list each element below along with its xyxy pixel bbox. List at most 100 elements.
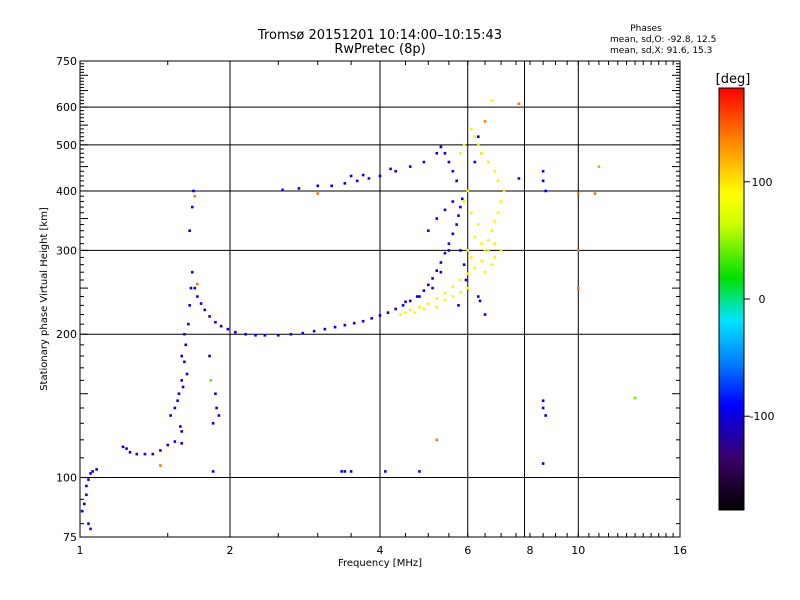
- data-point: [386, 311, 390, 314]
- data-point: [418, 295, 421, 298]
- colorbar-ticks: 100 0 -100: [744, 176, 774, 423]
- data-point: [451, 232, 455, 236]
- data-point: [215, 406, 218, 410]
- data-point: [211, 470, 215, 473]
- data-point: [234, 330, 237, 334]
- data-point: [487, 160, 490, 164]
- data-point: [459, 290, 462, 294]
- data-point: [459, 249, 462, 252]
- data-point: [343, 470, 347, 473]
- data-point: [394, 169, 397, 173]
- data-point: [435, 217, 439, 220]
- data-point: [185, 372, 189, 376]
- x-tick-label: 8: [527, 544, 534, 557]
- y-tick-label: 750: [56, 55, 77, 68]
- x-axis-label: Frequency [MHz]: [338, 558, 422, 569]
- data-point: [443, 251, 447, 255]
- data-point: [422, 160, 426, 164]
- data-point: [633, 396, 637, 400]
- data-point: [340, 470, 343, 473]
- data-point: [316, 184, 320, 188]
- data-points: [80, 99, 637, 531]
- data-point: [169, 414, 172, 417]
- data-point: [199, 302, 203, 305]
- colorbar: [718, 87, 745, 511]
- data-point: [196, 295, 199, 298]
- data-point: [263, 333, 267, 337]
- data-point: [87, 522, 90, 525]
- data-point: [431, 277, 434, 280]
- data-point: [483, 313, 487, 316]
- data-point: [91, 470, 94, 473]
- data-point: [361, 173, 365, 177]
- data-point: [349, 174, 353, 178]
- colorbar-tick-label: -100: [750, 410, 775, 423]
- data-point: [187, 322, 190, 326]
- data-point: [464, 278, 468, 282]
- data-point: [477, 295, 480, 298]
- data-point: [576, 249, 580, 252]
- data-point: [435, 151, 439, 155]
- data-point: [457, 304, 460, 307]
- data-point: [422, 289, 426, 292]
- data-point: [244, 332, 247, 336]
- data-point: [180, 379, 184, 382]
- data-point: [517, 102, 521, 106]
- data-point: [254, 333, 257, 337]
- data-point: [473, 135, 477, 139]
- data-point: [343, 182, 347, 185]
- data-point: [143, 452, 147, 456]
- data-point: [597, 165, 601, 168]
- data-point: [541, 399, 545, 403]
- data-point: [493, 169, 497, 173]
- data-point: [496, 211, 500, 215]
- data-point: [159, 464, 162, 467]
- data-point: [460, 197, 464, 201]
- data-point: [281, 188, 284, 192]
- data-point: [361, 319, 365, 323]
- data-point: [183, 332, 186, 336]
- data-point: [455, 179, 458, 183]
- data-point: [177, 392, 181, 396]
- data-point: [184, 343, 188, 347]
- phase-legend-x: mean, sd,X: 91.6, 15.3: [610, 46, 712, 56]
- data-point: [418, 305, 421, 309]
- data-point: [89, 472, 92, 475]
- data-point: [301, 331, 305, 335]
- data-point: [451, 295, 455, 298]
- x-tick-label: 6: [464, 544, 471, 557]
- data-point: [217, 414, 221, 417]
- colorbar-label: [deg]: [716, 72, 751, 87]
- data-point: [312, 329, 316, 333]
- data-point: [487, 249, 490, 252]
- data-point: [447, 249, 451, 252]
- data-point: [208, 354, 211, 358]
- data-point: [451, 285, 455, 288]
- y-tick-label: 600: [56, 101, 77, 114]
- chart-title: Tromsø 20151201 10:14:00–10:15:43: [257, 28, 502, 43]
- data-point: [443, 151, 447, 155]
- data-point: [214, 392, 217, 396]
- data-point: [490, 263, 493, 266]
- data-point: [480, 151, 484, 155]
- data-point: [480, 259, 484, 263]
- data-point: [473, 266, 477, 269]
- data-point: [431, 286, 434, 290]
- data-point: [189, 286, 193, 290]
- data-point: [125, 447, 128, 450]
- data-point: [173, 406, 177, 410]
- data-point: [333, 325, 337, 329]
- data-point: [181, 385, 185, 389]
- data-point: [89, 527, 92, 531]
- x-tick-label: 10: [571, 544, 585, 557]
- data-point: [493, 242, 497, 245]
- data-point: [487, 239, 490, 242]
- data-point: [192, 189, 195, 193]
- data-point: [462, 200, 466, 203]
- data-point: [193, 286, 197, 290]
- data-point: [496, 179, 500, 183]
- data-point: [466, 272, 470, 276]
- data-point: [443, 298, 447, 302]
- data-point: [490, 99, 493, 102]
- plot-grid: [80, 61, 680, 537]
